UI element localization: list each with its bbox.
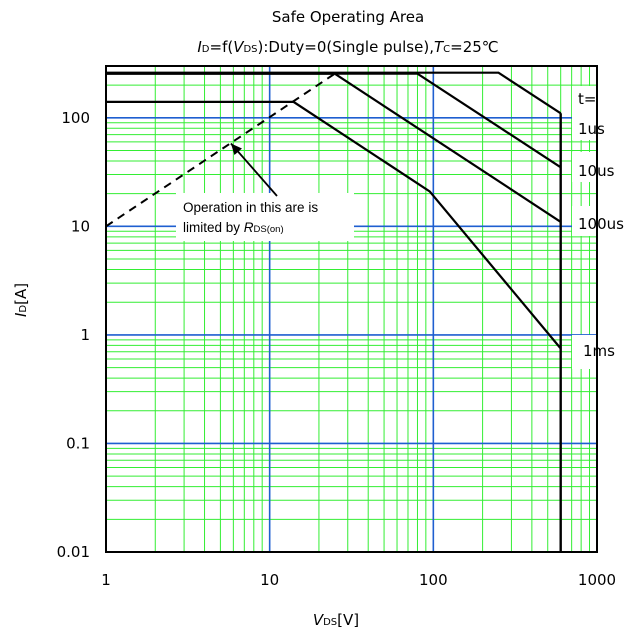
minor-grid (106, 65, 597, 552)
legend-bg-3 (572, 206, 632, 236)
x-tick-label: 100 (419, 571, 448, 589)
legend-label-1ms: 1ms (583, 342, 615, 360)
annotation-box (176, 193, 354, 241)
annotation-arrow (230, 142, 278, 197)
y-axis-label: ID[A] (12, 283, 30, 317)
annotation-line-1: Operation in this are is (183, 200, 318, 215)
x-axis-label: VDS[V] (313, 611, 359, 629)
y-tick-labels: 0.01 0.1 1 10 100 (57, 109, 90, 561)
rds-on-limit-line (105, 72, 336, 228)
plot-frame (105, 65, 598, 553)
y-tick-label: 1 (80, 326, 90, 344)
legend-label-100us: 100us (578, 215, 624, 233)
legend-bg-2 (572, 152, 606, 182)
soa-curves (105, 71, 562, 552)
legend-header: t= (578, 90, 596, 108)
annotation-arrowhead (230, 143, 242, 156)
legend-bg-1 (572, 86, 598, 140)
legend-bg-4 (572, 335, 632, 369)
soa-curve-100us (106, 72, 562, 223)
x-tick-label: 10 (260, 571, 279, 589)
rds-annotation: Operation in this are is limited by RDS(… (176, 142, 354, 241)
x-tick-labels: 1 10 100 1000 (101, 571, 616, 589)
pulse-legend: t= 1us 10us 100us 1ms (572, 86, 632, 369)
y-tick-label: 10 (71, 217, 90, 235)
legend-label-1us: 1us (578, 120, 605, 138)
soa-curve-10us (106, 72, 562, 169)
chart-subtitle: ID=f(VDS):Duty=0(Single pulse),TC=25℃ (197, 38, 498, 56)
x-tick-label: 1000 (578, 571, 616, 589)
annotation-line-2: limited by RDS(on) (183, 220, 284, 235)
y-tick-label: 0.01 (57, 543, 90, 561)
major-grid (106, 66, 597, 552)
soa-curve-1ms (106, 100, 562, 350)
x-tick-label: 1 (101, 571, 111, 589)
soa-curve-1us (106, 71, 562, 115)
y-tick-label: 0.1 (66, 434, 90, 452)
y-tick-label: 100 (61, 109, 90, 127)
chart-title: Safe Operating Area (272, 8, 424, 26)
